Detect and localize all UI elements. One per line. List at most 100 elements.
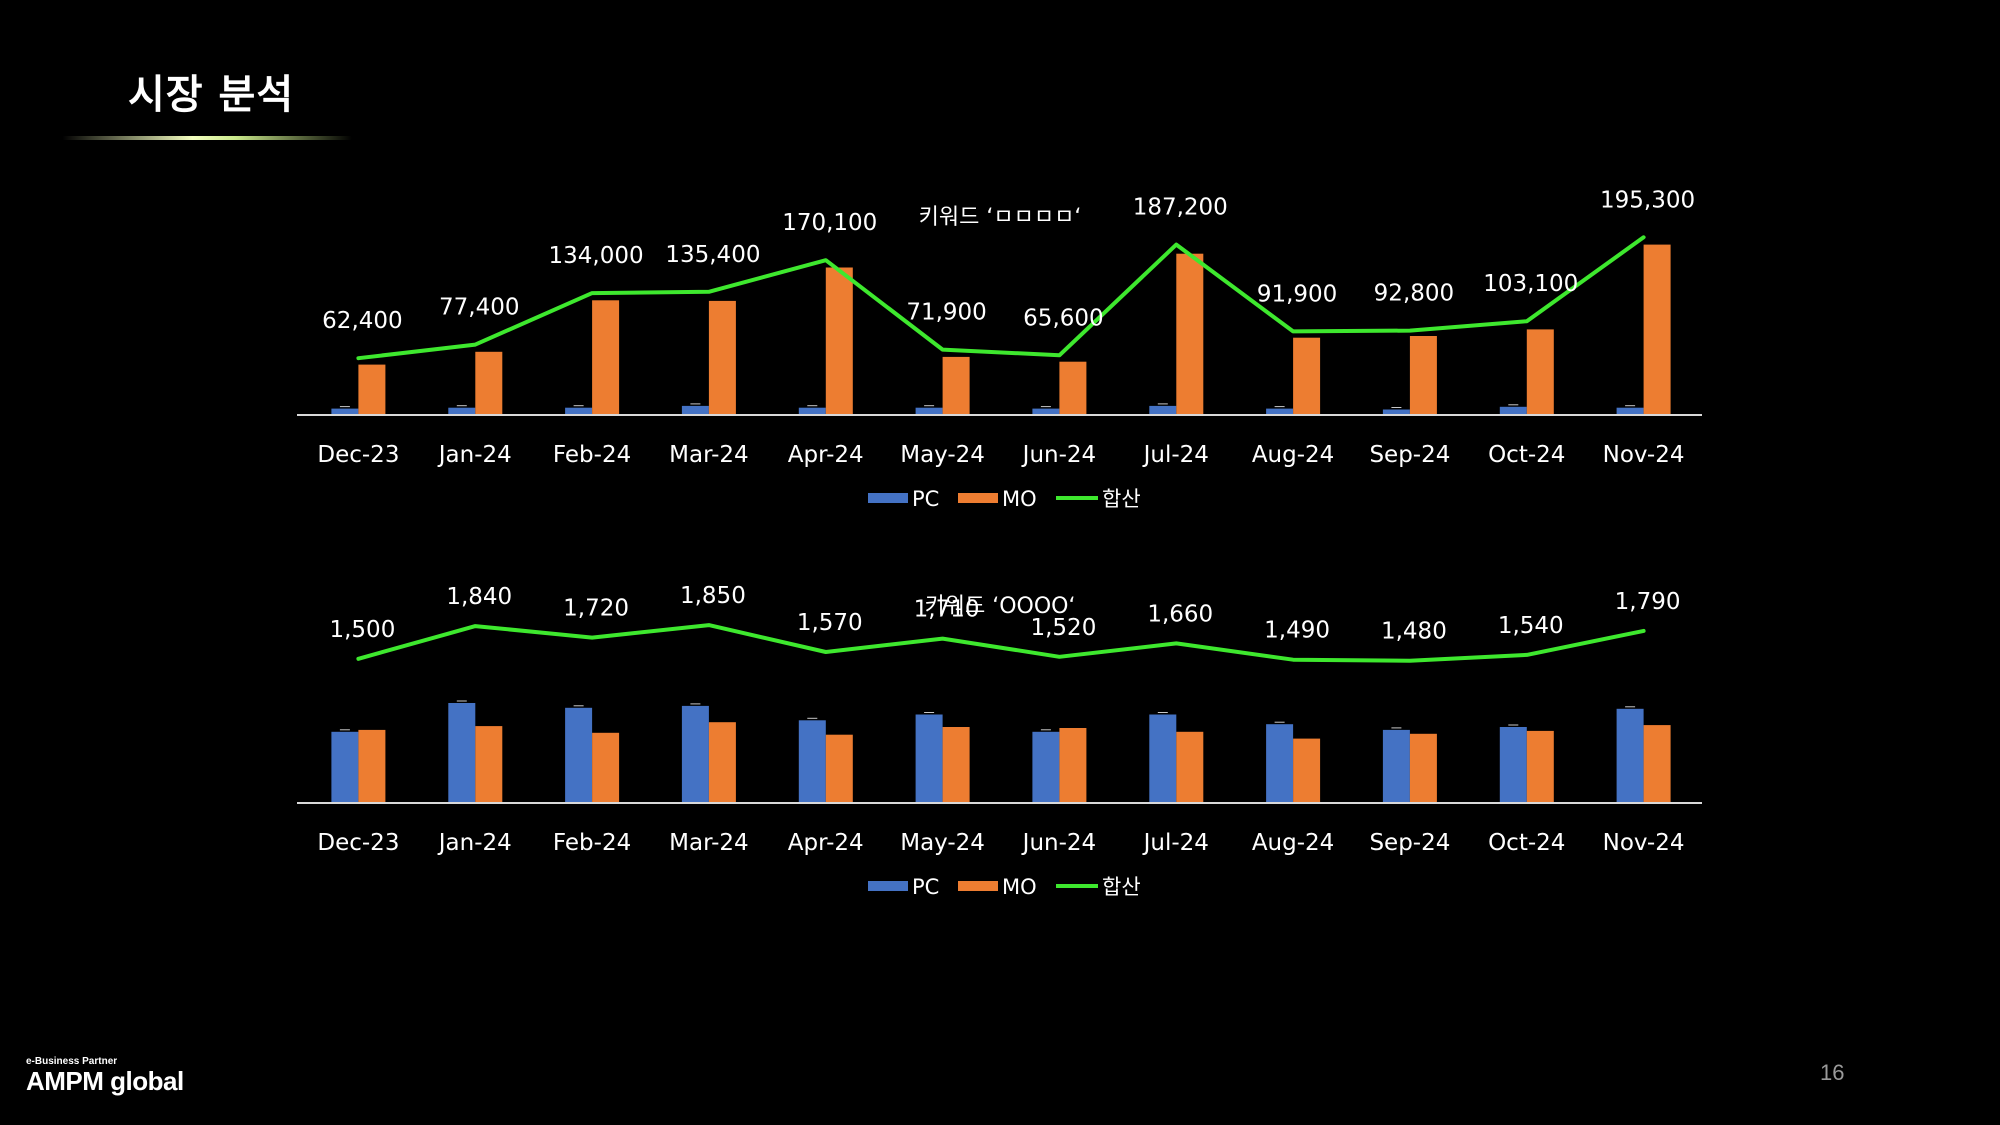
chart1-category-label: Apr-24 <box>788 442 864 468</box>
chart1-bar-mo <box>1526 329 1554 415</box>
chart1-data-label: 134,000 <box>549 243 644 269</box>
chart2-category-label: Mar-24 <box>669 830 749 856</box>
chart2-legend-mo-swatch <box>958 881 998 891</box>
chart2-data-label: 1,710 <box>914 597 980 623</box>
chart2-legend-pc-label: PC <box>912 875 939 899</box>
chart1-category-label: Feb-24 <box>553 442 631 468</box>
chart2-bar-mo <box>475 726 503 803</box>
chart2-bar-mo <box>825 734 853 803</box>
chart2-data-label: 1,540 <box>1498 613 1564 639</box>
chart2-data-label: 1,720 <box>563 596 629 622</box>
chart1-bar-pc <box>1032 408 1060 415</box>
logo-tagline: e-Business Partner <box>26 1056 118 1067</box>
chart2-bar-pc <box>565 707 593 803</box>
chart1-category-label: Jul-24 <box>1142 442 1209 468</box>
chart1-legend-total-label: 합산 <box>1102 487 1141 511</box>
chart1-legend-mo-label: MO <box>1002 487 1037 511</box>
chart1-bar-mo <box>1409 336 1437 415</box>
chart1-data-label: 170,100 <box>782 210 877 236</box>
chart2-data-label: 1,480 <box>1381 619 1447 645</box>
chart1-bar-pc <box>331 408 359 415</box>
chart2-category-label: Feb-24 <box>553 830 631 856</box>
chart2-bar-pc <box>1616 708 1644 803</box>
page-number: 16 <box>1820 1060 1845 1085</box>
chart1-category-label: Aug-24 <box>1252 442 1334 468</box>
chart1-data-label: 92,800 <box>1374 281 1454 307</box>
chart2-bar-pc <box>331 731 359 803</box>
chart2-bar-mo <box>942 727 970 803</box>
chart1-data-label: 91,900 <box>1257 281 1337 307</box>
ampm-global-logo: e-Business Partner AMPM global <box>26 1056 216 1096</box>
chart1-bar-pc <box>1266 408 1294 415</box>
chart2-bar-mo <box>708 722 736 803</box>
chart1-category-label: Nov-24 <box>1603 442 1685 468</box>
chart2-bar-mo <box>358 729 386 803</box>
chart2-legend-total-label: 합산 <box>1102 875 1141 899</box>
chart2-data-label: 1,840 <box>446 584 512 610</box>
chart2-bar-mo <box>1409 733 1437 803</box>
chart1-bar-mo <box>1643 244 1671 415</box>
chart2-category-label: May-24 <box>900 830 985 856</box>
chart2-bar-mo <box>1059 728 1087 803</box>
chart2-bar-pc <box>1149 714 1177 803</box>
chart2-bar-mo <box>1526 730 1554 803</box>
chart1-data-label: 195,300 <box>1600 187 1695 213</box>
chart2-title: 키워드 ‘OOOO‘ <box>925 594 1076 619</box>
chart2-category-label: Oct-24 <box>1488 830 1565 856</box>
chart1-bar-pc <box>1149 405 1177 415</box>
chart2-bar-mo <box>1293 738 1321 803</box>
chart1-category-label: May-24 <box>900 442 985 468</box>
chart2-bar-mo <box>1643 725 1671 803</box>
chart2-data-label: 1,660 <box>1147 601 1213 627</box>
chart1-category-label: Mar-24 <box>669 442 749 468</box>
chart1-total-line <box>356 235 1646 361</box>
chart2-data-label: 1,790 <box>1615 589 1681 615</box>
chart1-data-label: 62,400 <box>322 308 402 334</box>
chart1-bar-mo <box>1293 337 1321 415</box>
chart2-bar-mo <box>592 732 620 803</box>
chart1-data-label: 71,900 <box>906 300 986 326</box>
chart2-bar-pc <box>1382 729 1410 803</box>
chart2-category-label: Jul-24 <box>1142 830 1209 856</box>
chart2-category-label: Jan-24 <box>437 830 512 856</box>
chart2-total-line <box>356 623 1646 663</box>
chart2-data-label: 1,500 <box>329 617 395 643</box>
chart2-category-label: Jun-24 <box>1021 830 1097 856</box>
chart1-title: 키워드 ‘ㅁㅁㅁㅁ‘ <box>919 205 1082 230</box>
chart1-bar-pc <box>448 407 476 415</box>
chart1-bar-mo <box>1059 361 1087 415</box>
chart1-bar-mo <box>942 356 970 415</box>
chart1-bar-pc <box>915 407 943 415</box>
chart1-bar-pc <box>565 407 593 415</box>
chart1-bar-pc <box>1616 407 1644 415</box>
chart2-category-label: Sep-24 <box>1369 830 1450 856</box>
chart1-bar-pc <box>798 407 826 415</box>
chart1-bar-mo <box>1176 253 1204 415</box>
page-title: 시장 분석 <box>128 72 295 118</box>
chart2-bar-pc <box>1032 731 1060 803</box>
chart1-data-label: 187,200 <box>1133 195 1228 221</box>
chart1-bar-mo <box>358 364 386 415</box>
chart1-legend-pc-swatch <box>868 493 908 503</box>
chart1-legend-pc-label: PC <box>912 487 939 511</box>
chart1-data-label: 65,600 <box>1023 305 1103 331</box>
chart2-data-label: 1,570 <box>797 610 863 636</box>
title-underline <box>62 136 352 140</box>
chart1-bar-mo <box>592 300 620 415</box>
chart1-bar-pc <box>1382 409 1410 415</box>
chart1-bar-pc <box>681 405 709 415</box>
chart1-data-label: 77,400 <box>439 295 519 321</box>
chart1-category-label: Jun-24 <box>1021 442 1097 468</box>
chart2-category-label: Apr-24 <box>788 830 864 856</box>
chart2-bar-mo <box>1176 731 1204 803</box>
chart1-bar-mo <box>708 300 736 415</box>
chart2-bar-pc <box>1499 727 1527 803</box>
chart2-bar-pc <box>448 703 476 803</box>
chart1-data-label: 135,400 <box>665 242 760 268</box>
chart1-legend-mo-swatch <box>958 493 998 503</box>
chart2-category-label: Nov-24 <box>1603 830 1685 856</box>
chart2-legend-pc-swatch <box>868 881 908 891</box>
chart1-category-label: Sep-24 <box>1369 442 1450 468</box>
chart2-data-label: 1,520 <box>1030 615 1096 641</box>
